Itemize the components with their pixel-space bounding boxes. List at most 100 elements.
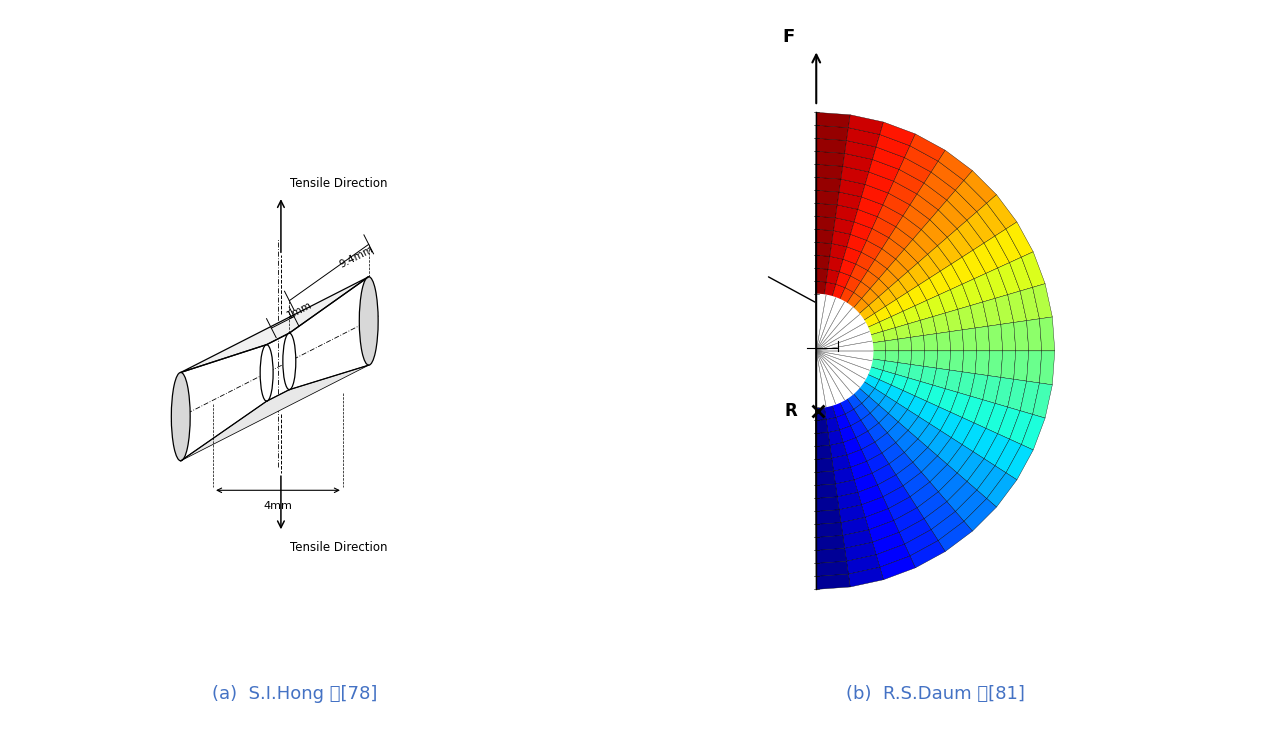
Polygon shape: [918, 279, 939, 300]
Polygon shape: [844, 140, 876, 159]
Polygon shape: [847, 292, 862, 308]
Polygon shape: [926, 295, 945, 317]
Polygon shape: [970, 302, 988, 328]
Polygon shape: [1009, 411, 1032, 444]
Polygon shape: [830, 243, 847, 260]
Polygon shape: [910, 482, 939, 508]
Polygon shape: [962, 351, 977, 374]
Text: Tensile Direction: Tensile Direction: [290, 178, 387, 190]
Polygon shape: [835, 272, 851, 288]
Polygon shape: [816, 548, 847, 564]
Polygon shape: [899, 158, 931, 183]
Polygon shape: [949, 351, 963, 372]
Polygon shape: [895, 431, 918, 452]
Polygon shape: [910, 134, 945, 161]
Polygon shape: [917, 492, 947, 519]
Text: 1mm: 1mm: [286, 300, 314, 321]
Polygon shape: [933, 313, 949, 333]
Polygon shape: [879, 414, 898, 433]
Polygon shape: [907, 396, 926, 417]
Polygon shape: [975, 351, 990, 376]
Polygon shape: [892, 374, 908, 390]
Polygon shape: [1009, 257, 1032, 291]
Polygon shape: [911, 351, 925, 366]
Text: Tensile Direction: Tensile Direction: [290, 541, 387, 554]
Polygon shape: [924, 172, 956, 200]
Polygon shape: [995, 229, 1021, 262]
Polygon shape: [895, 249, 918, 271]
Polygon shape: [908, 417, 930, 439]
Polygon shape: [977, 203, 1006, 236]
Ellipse shape: [172, 372, 190, 461]
Polygon shape: [872, 147, 904, 170]
Polygon shape: [936, 332, 951, 351]
Polygon shape: [940, 412, 962, 438]
Polygon shape: [851, 461, 872, 480]
Polygon shape: [865, 172, 894, 193]
Polygon shape: [974, 400, 995, 428]
Polygon shape: [986, 404, 1008, 433]
Polygon shape: [958, 306, 975, 330]
Polygon shape: [927, 431, 952, 456]
Polygon shape: [1032, 284, 1053, 319]
Polygon shape: [962, 279, 983, 306]
Polygon shape: [869, 388, 885, 405]
Polygon shape: [816, 561, 848, 577]
Polygon shape: [939, 473, 967, 501]
Polygon shape: [894, 508, 924, 532]
Polygon shape: [1008, 291, 1026, 322]
Polygon shape: [895, 324, 911, 339]
Ellipse shape: [260, 344, 273, 401]
Polygon shape: [816, 445, 831, 459]
Polygon shape: [904, 239, 927, 263]
Polygon shape: [847, 393, 862, 409]
Polygon shape: [995, 439, 1021, 473]
Polygon shape: [948, 444, 974, 473]
Polygon shape: [863, 314, 880, 327]
Polygon shape: [888, 181, 917, 205]
Polygon shape: [1006, 444, 1034, 480]
Text: (b)  R.S.Daum 등[81]: (b) R.S.Daum 등[81]: [845, 686, 1025, 703]
Polygon shape: [816, 268, 828, 282]
Polygon shape: [885, 351, 899, 363]
Polygon shape: [881, 443, 904, 464]
Polygon shape: [872, 351, 885, 361]
Polygon shape: [984, 236, 1009, 268]
Polygon shape: [921, 220, 948, 246]
Polygon shape: [1006, 222, 1034, 257]
Polygon shape: [885, 339, 899, 351]
Polygon shape: [883, 361, 898, 374]
Polygon shape: [897, 390, 915, 409]
Polygon shape: [924, 501, 956, 530]
Polygon shape: [872, 464, 895, 485]
Polygon shape: [888, 497, 917, 520]
Polygon shape: [816, 138, 847, 154]
Polygon shape: [831, 455, 851, 471]
Polygon shape: [986, 473, 1017, 507]
Polygon shape: [938, 238, 962, 264]
Polygon shape: [862, 497, 888, 518]
Polygon shape: [843, 247, 861, 264]
Polygon shape: [826, 417, 839, 433]
Polygon shape: [915, 300, 933, 320]
Polygon shape: [877, 475, 903, 497]
Polygon shape: [939, 289, 958, 313]
Polygon shape: [938, 151, 972, 181]
Polygon shape: [1021, 251, 1045, 287]
Text: R: R: [785, 401, 797, 420]
Polygon shape: [951, 393, 970, 417]
Polygon shape: [838, 192, 862, 209]
Polygon shape: [948, 229, 974, 257]
Polygon shape: [879, 395, 897, 414]
Polygon shape: [830, 442, 847, 458]
Polygon shape: [875, 249, 895, 269]
Polygon shape: [833, 402, 845, 417]
Polygon shape: [835, 414, 851, 430]
Polygon shape: [956, 490, 986, 521]
Polygon shape: [962, 250, 986, 279]
Polygon shape: [897, 292, 915, 311]
Polygon shape: [880, 317, 895, 331]
Polygon shape: [927, 246, 952, 271]
Polygon shape: [816, 497, 839, 512]
Polygon shape: [816, 484, 838, 499]
